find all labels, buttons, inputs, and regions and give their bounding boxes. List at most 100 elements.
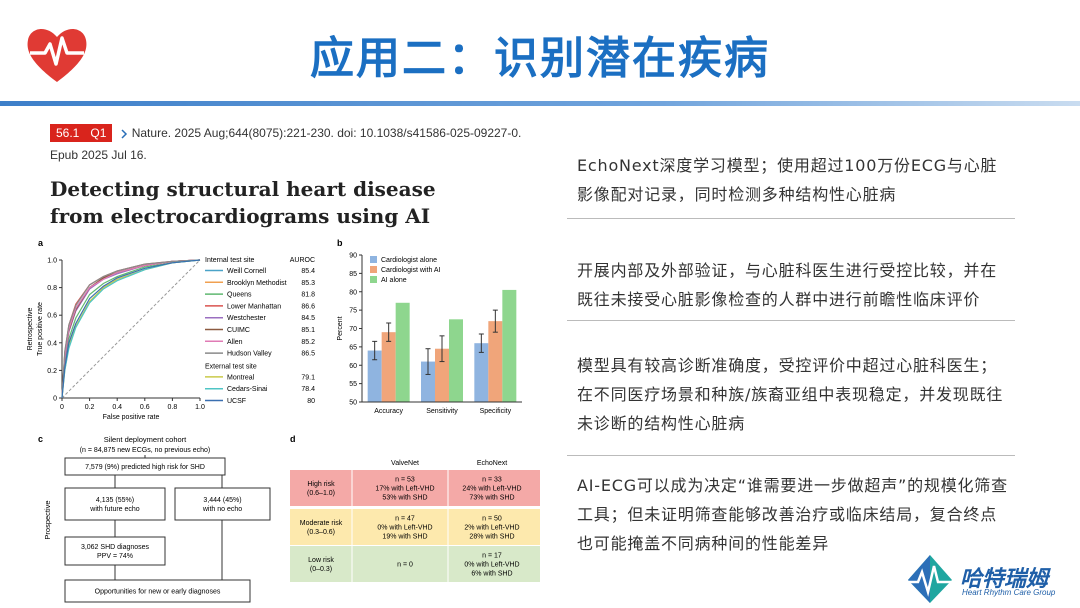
y-tick-label: 85 (349, 271, 357, 278)
bullet: 开展内部及外部验证，与心脏科医生进行受控比较，并在既往未接受心脏影像检查的人群中… (577, 261, 998, 309)
reference: Nature. 2025 Aug;644(8075):221-230. doi:… (131, 126, 522, 140)
separator (567, 455, 1015, 456)
separator (567, 218, 1015, 219)
header-rule (0, 101, 1080, 106)
axis (361, 255, 522, 403)
legend-auroc: 86.5 (301, 351, 315, 358)
paper-title: Detecting structural heart disease from … (50, 177, 436, 228)
impact-factor: 56.1 (50, 124, 86, 142)
legend-swatch (370, 266, 377, 273)
bar (502, 289, 517, 402)
legend-label: Hudson Valley (227, 351, 272, 358)
cell-text: 28% with SHD (469, 534, 514, 541)
y-tick-label: 75 (349, 308, 357, 315)
cell-text: 0% with Left-VHD (377, 525, 432, 532)
cell-text: 0% with Left-VHD (464, 562, 519, 569)
x-tick-label: Specificity (480, 408, 512, 415)
flow-subtitle: (n = 84,875 new ECGs, no previous echo) (80, 447, 211, 454)
roc-curve (61, 259, 201, 399)
y-tick-label: 60 (349, 363, 357, 370)
bullet: EchoNext深度学习模型；使用超过100万份ECG与心脏影像配对记录，同时检… (577, 156, 998, 204)
legend-auroc: 85.4 (301, 268, 315, 275)
y-tick-label: 0.8 (47, 285, 57, 292)
flow-title: Silent deployment cohort (104, 435, 187, 444)
roc-curve (61, 259, 201, 399)
y-tick-label: 0.6 (47, 313, 57, 320)
row-range: (0.3–0.6) (307, 529, 335, 536)
cell-text: 2% with Left-VHD (464, 525, 519, 532)
legend-label: Allen (227, 339, 243, 346)
legend-swatch (370, 256, 377, 263)
flow-node-text: Opportunities for new or early diagnoses (95, 589, 221, 596)
bar (421, 361, 435, 402)
roc-curve (61, 259, 201, 399)
row-background (290, 470, 540, 506)
legend-label: UCSF (227, 398, 246, 405)
legend-auroc: 81.8 (301, 292, 315, 299)
legend-group-title: Internal test site (205, 257, 255, 264)
legend-value-header: AUROC (290, 257, 315, 264)
x-tick-label: 0.6 (140, 404, 150, 411)
x-tick-label: Accuracy (374, 408, 403, 415)
y-tick-label: 1.0 (47, 258, 57, 265)
legend-auroc: 84.5 (301, 315, 315, 322)
flow-arrows (114, 455, 223, 580)
legend-auroc: 85.1 (301, 327, 315, 334)
x-tick-label: 0 (60, 404, 64, 411)
separator (567, 320, 1015, 321)
row-range: (0.6–1.0) (307, 490, 335, 497)
legend-label: Brooklyn Methodist (227, 280, 287, 287)
bar (367, 350, 382, 402)
row-range: (0–0.3) (310, 566, 332, 573)
panel-label: a (38, 238, 44, 248)
y-axis-title: True positive rate (37, 302, 44, 356)
bar (435, 348, 449, 402)
slide-title: 应用二：识别潜在疾病 (310, 33, 770, 84)
legend-label: Westchester (227, 315, 266, 322)
epub: Epub 2025 Jul 16. (50, 148, 147, 162)
bar (381, 332, 396, 402)
panel-label: d (290, 434, 296, 444)
logo-name: 哈特瑞姆 (960, 567, 1049, 592)
row-background (290, 546, 540, 582)
legend-label: Cardiologist with AI (381, 267, 441, 274)
legend-label: Queens (227, 292, 252, 299)
cell-text: 24% with Left-VHD (462, 486, 521, 493)
diagonal (61, 259, 201, 399)
cell-text: 73% with SHD (469, 495, 514, 502)
legend-label: Cedars-Sinai (227, 386, 268, 393)
bar (474, 343, 489, 402)
y-tick-label: 70 (349, 326, 357, 333)
bullet: 模型具有较高诊断准确度，受控评价中超过心脏科医生；在不同医疗场景和种族/族裔亚组… (577, 356, 1004, 433)
flow-node (64, 457, 226, 476)
flow-node (64, 487, 166, 521)
cell-text: 6% with SHD (471, 571, 512, 578)
x-tick-label: Sensitivity (426, 408, 458, 415)
bar (488, 321, 503, 402)
flow-node-text: with future echo (89, 506, 140, 513)
column-header: EchoNext (477, 460, 507, 467)
flow-node (174, 487, 271, 521)
chevron (121, 129, 127, 139)
row-risk: High risk (307, 481, 335, 488)
panel-label: c (38, 434, 43, 444)
legend-auroc: 86.6 (301, 303, 315, 310)
legend-label: Montreal (227, 374, 255, 381)
cell-text: n = 47 (395, 516, 415, 523)
y-tick-label: 80 (349, 289, 357, 296)
row-background (290, 509, 540, 545)
legend-auroc: 80 (307, 398, 315, 405)
roc-curve (61, 259, 201, 399)
legend-label: Cardiologist alone (381, 257, 437, 264)
legend-auroc: 85.2 (301, 339, 315, 346)
cell-text: n = 17 (482, 553, 502, 560)
bar (449, 319, 463, 402)
flow-node-text: 7,579 (9%) predicted high risk for SHD (85, 464, 205, 471)
logo-tagline: Heart Rhythm Care Group (962, 588, 1056, 597)
legend-auroc: 78.4 (301, 386, 315, 393)
row-risk: Moderate risk (300, 520, 343, 527)
y-tick-label: 65 (349, 344, 357, 351)
legend-swatch (370, 276, 377, 283)
roc-curve (61, 259, 201, 399)
